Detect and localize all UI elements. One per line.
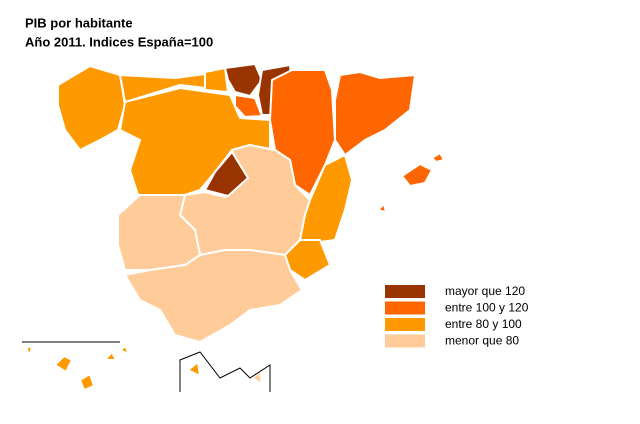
region xyxy=(124,249,303,343)
region xyxy=(79,373,95,391)
legend-label: entre 100 y 120 xyxy=(445,301,529,315)
region xyxy=(204,67,229,93)
region xyxy=(299,154,353,243)
inset-border xyxy=(179,351,271,392)
region xyxy=(377,203,387,213)
region xyxy=(431,152,445,163)
legend-swatch xyxy=(385,285,425,298)
map-subtitle: Año 2011. Indices España=100 xyxy=(25,34,213,49)
legend-label: mayor que 120 xyxy=(445,284,525,298)
region xyxy=(334,71,416,156)
legend-swatch xyxy=(385,318,425,331)
region xyxy=(119,345,129,355)
legend-label: menor que 80 xyxy=(445,334,519,348)
legend-label: entre 80 y 100 xyxy=(445,317,522,331)
region xyxy=(204,151,249,197)
region xyxy=(251,371,263,385)
map-title: PIB por habitante xyxy=(25,15,133,30)
region xyxy=(57,65,126,151)
region xyxy=(187,361,201,377)
legend-swatch xyxy=(385,334,425,348)
region xyxy=(104,351,117,361)
region xyxy=(54,355,73,373)
legend-swatch xyxy=(385,301,425,315)
regions xyxy=(25,63,445,391)
region xyxy=(25,345,33,357)
region xyxy=(224,63,263,97)
legend: mayor que 120 entre 100 y 120 entre 80 y 1… xyxy=(385,284,529,348)
region xyxy=(401,163,433,187)
